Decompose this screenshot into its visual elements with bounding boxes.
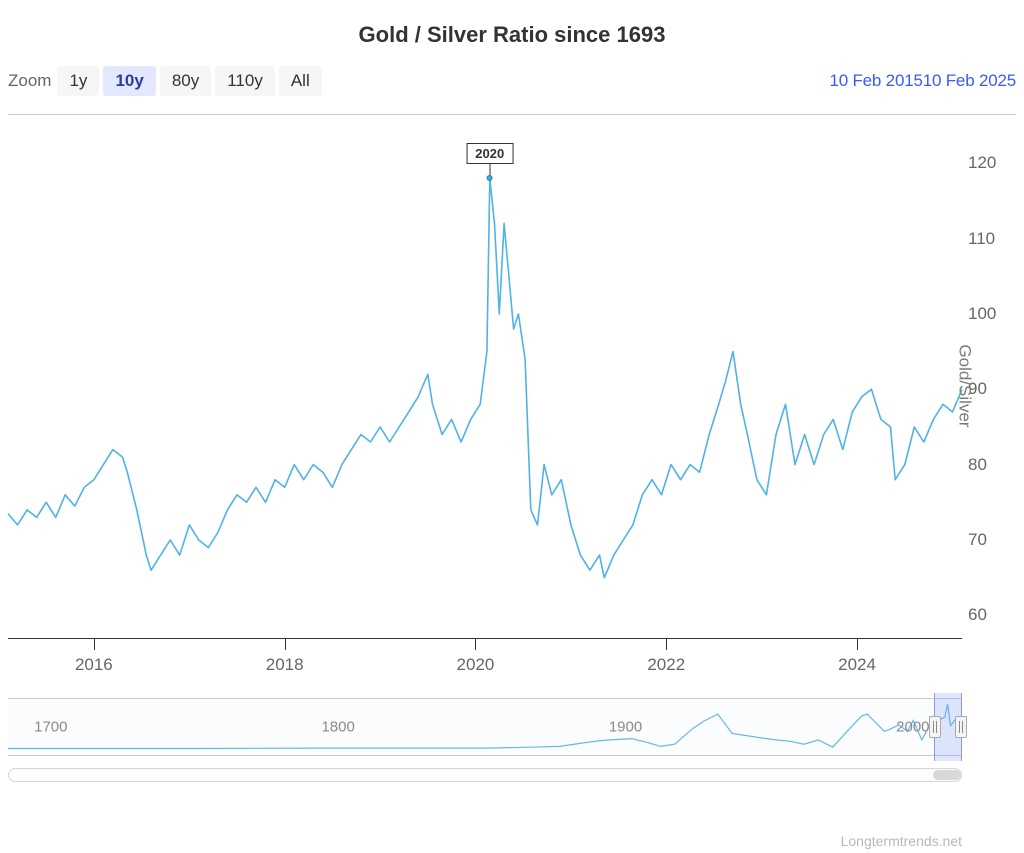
zoom-button-1y[interactable]: 1y <box>57 66 99 96</box>
x-tick-label: 2018 <box>266 655 304 675</box>
scrollbar-track[interactable] <box>8 768 962 782</box>
navigator[interactable]: 1700 1800 1900 2000 <box>8 698 1016 764</box>
chart-toolbar: Zoom 1y10y80y110yAll 10 Feb 201510 Feb 2… <box>0 48 1024 96</box>
range-from[interactable]: 10 Feb 2015 <box>829 71 922 90</box>
navigator-handle-left[interactable] <box>929 716 941 738</box>
credit: Longtermtrends.net <box>841 833 962 849</box>
annotation-flag[interactable]: 2020 <box>466 143 513 178</box>
y-tick-label: 70 <box>968 530 1012 550</box>
navigator-tick-label: 1800 <box>321 719 354 736</box>
navigator-handle-right[interactable] <box>955 716 967 738</box>
navigator-tick-label: 1900 <box>609 719 642 736</box>
y-tick-label: 80 <box>968 455 1012 475</box>
range-to[interactable]: 10 Feb 2025 <box>923 71 1016 90</box>
navigator-window[interactable] <box>934 693 963 761</box>
y-tick-label: 110 <box>968 229 1012 249</box>
x-axis: 2016 2018 2020 2022 2024 <box>8 638 962 684</box>
scrollbar[interactable] <box>8 768 1016 784</box>
zoom-label: Zoom <box>8 71 51 91</box>
zoom-button-All[interactable]: All <box>279 66 322 96</box>
y-tick-label: 100 <box>968 304 1012 324</box>
y-axis-title: Gold/Silver <box>954 344 974 427</box>
x-tick-label: 2020 <box>457 655 495 675</box>
zoom-button-10y[interactable]: 10y <box>103 66 155 96</box>
navigator-tick-label: 1700 <box>34 719 67 736</box>
scrollbar-thumb[interactable] <box>933 770 962 780</box>
zoom-group: Zoom 1y10y80y110yAll <box>8 66 326 96</box>
x-tick-label: 2016 <box>75 655 113 675</box>
main-chart[interactable]: 2020 60708090100110120 Gold/Silver 20162… <box>8 114 1016 684</box>
zoom-button-110y[interactable]: 110y <box>215 66 275 96</box>
y-tick-label: 90 <box>968 379 1012 399</box>
y-tick-label: 60 <box>968 605 1012 625</box>
flag-label: 2020 <box>466 143 513 164</box>
zoom-button-80y[interactable]: 80y <box>160 66 211 96</box>
chart-title: Gold / Silver Ratio since 1693 <box>0 0 1024 48</box>
x-tick-label: 2024 <box>838 655 876 675</box>
navigator-tick-label: 2000 <box>896 719 929 736</box>
y-tick-label: 120 <box>968 153 1012 173</box>
date-range[interactable]: 10 Feb 201510 Feb 2025 <box>829 71 1016 91</box>
x-tick-label: 2022 <box>647 655 685 675</box>
